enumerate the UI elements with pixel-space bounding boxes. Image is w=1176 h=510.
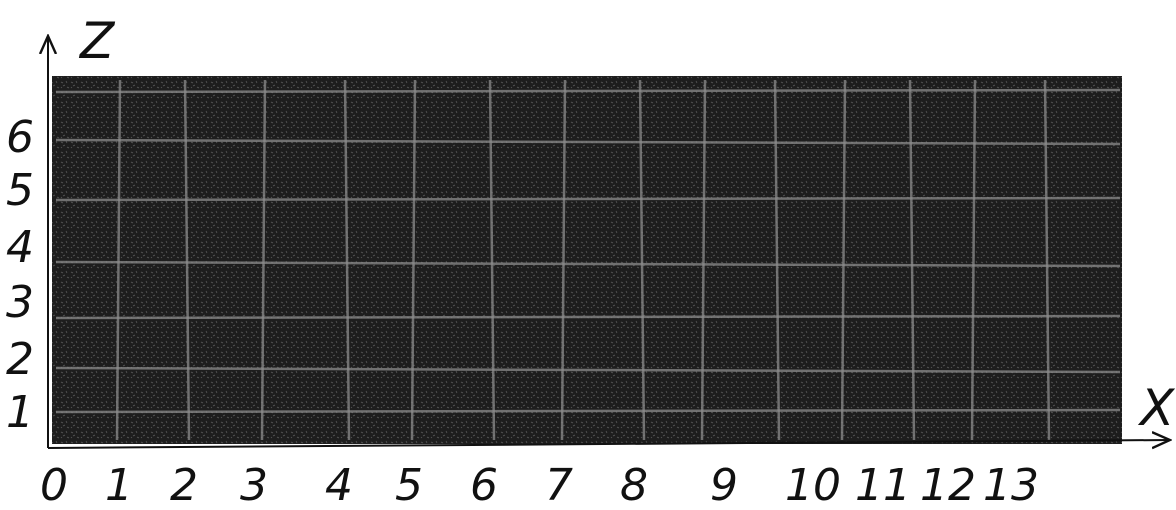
z-tick-label: 4 [6,222,34,273]
grid-line-horizontal [55,138,1121,146]
specimen-image [52,76,1122,444]
grid-line-vertical [410,79,417,441]
x-tick-label: 1 [105,460,133,510]
grid-line-vertical [908,79,916,441]
z-tick-label: 6 [6,112,34,163]
grid-line-horizontal [55,260,1121,268]
x-tick-label: 11 [855,460,911,510]
grid-line-vertical [840,79,847,441]
x-tick-label: 2 [170,460,198,510]
grid-line-vertical [700,79,707,441]
grid-line-vertical [560,79,567,441]
x-tick-label: 3 [240,460,268,510]
x-axis-label: X [1137,379,1176,437]
x-axis [47,440,1170,448]
x-tick-label: 5 [395,460,423,510]
grid-line-vertical [970,79,977,441]
x-tick-label: 10 [785,460,841,510]
z-tick-label: 5 [6,165,34,216]
x-tick-label: 13 [983,460,1039,510]
grid-line-vertical [1043,79,1051,441]
z-tick-label: 3 [6,277,34,328]
x-tick-label: 0 [40,460,68,510]
specimen-grid [55,79,1121,441]
z-tick-label: 2 [6,334,34,385]
grid-line-horizontal [55,88,1121,94]
grid-line-horizontal [55,366,1121,374]
x-tick-label: 4 [325,460,353,510]
z-tick-labels: 12 34 56 [6,112,34,438]
x-tick-label: 12 [920,460,976,510]
z-axis-label: Z [78,12,116,70]
x-tick-label: 8 [620,460,648,510]
x-tick-labels: 0 1 2 3 4 5 6 7 8 9 10 11 12 13 [40,460,1039,510]
z-tick-label: 1 [6,387,34,438]
x-tick-label: 7 [545,460,573,510]
grid-line-vertical [488,79,496,441]
grid-line-horizontal [55,196,1121,202]
grid-line-horizontal [55,314,1121,320]
grid-line-vertical [773,79,781,441]
x-tick-label: 6 [470,460,498,510]
grid-line-horizontal [55,408,1121,414]
grid-line-vertical [638,79,646,441]
x-tick-label: 9 [710,460,738,510]
